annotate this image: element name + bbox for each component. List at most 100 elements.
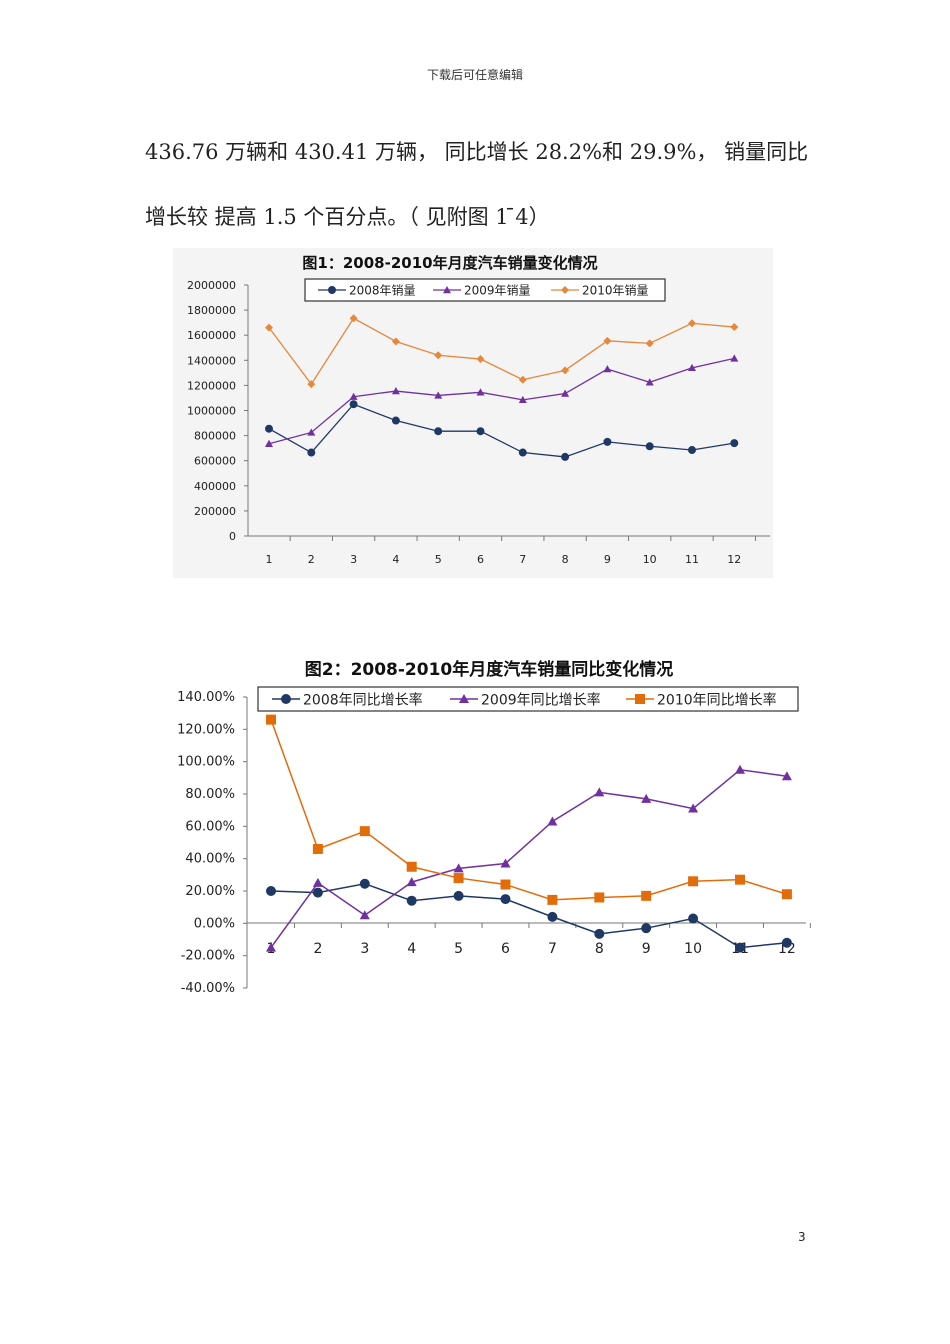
marker-square <box>312 843 323 854</box>
series-2009年同比增长率 <box>266 764 792 952</box>
x-tick-label: 3 <box>350 553 357 566</box>
legend: 2008年销量 2009年销量 2010年销量 <box>304 278 666 302</box>
marker-triangle <box>312 877 323 887</box>
marker-triangle <box>453 863 464 873</box>
series-line <box>270 768 788 949</box>
y-tick-label: 40.00% <box>185 852 235 867</box>
x-tick-label: 4 <box>407 941 416 957</box>
x-tick-label: 2 <box>308 553 315 566</box>
marker-diamond <box>730 323 739 332</box>
chart-1: 图1：2008-2010年月度汽车销量变化情况 0 200000 400000 6000… <box>173 248 773 578</box>
marker-circle <box>547 911 558 922</box>
x-tick-label: 10 <box>684 941 702 957</box>
marker-square <box>500 879 511 890</box>
y-tick-label: 1600000 <box>187 329 236 342</box>
marker-triangle <box>645 378 654 386</box>
y-tick-label: 120.00% <box>177 722 235 737</box>
marker-diamond <box>391 337 400 346</box>
chart-background <box>173 248 773 578</box>
marker-circle <box>406 895 417 906</box>
y-tick-label: 1400000 <box>187 354 236 367</box>
y-tick-label: 2000000 <box>187 279 236 292</box>
legend-box <box>257 686 799 712</box>
y-tick-label: 1200000 <box>187 379 236 392</box>
series-2008年同比增长率 <box>266 878 792 953</box>
x-tick-label: 6 <box>477 553 484 566</box>
series-line <box>268 403 735 458</box>
marker-circle <box>266 886 276 896</box>
x-tick-label: 6 <box>501 941 510 957</box>
y-tick-label: 20.00% <box>185 884 235 899</box>
marker-triangle <box>500 858 511 868</box>
x-tick-label: 5 <box>454 941 463 957</box>
y-tick-label: 400000 <box>194 480 236 493</box>
marker-circle <box>312 887 323 898</box>
y-tick-label: -20.00% <box>181 949 235 964</box>
marker-triangle <box>641 793 652 803</box>
marker-diamond <box>603 336 612 345</box>
marker-triangle <box>476 388 485 396</box>
marker-triangle <box>266 942 276 952</box>
marker-triangle <box>781 771 792 781</box>
series-2010年销量 <box>265 314 739 389</box>
x-tick-label: 8 <box>562 553 569 566</box>
marker-square <box>359 826 370 837</box>
marker-triangle <box>443 286 451 294</box>
marker-triangle <box>688 363 696 372</box>
legend-label: 2009年销量 <box>464 284 531 298</box>
legend-label: 2010年销量 <box>582 284 649 298</box>
marker-triangle <box>518 395 527 404</box>
marker-circle <box>688 913 699 924</box>
body-line-1: 436.76 万辆和 430.41 万辆， 同比增长 28.2%和 29.9%，… <box>145 140 809 164</box>
marker-triangle <box>594 787 605 797</box>
marker-square <box>781 889 792 900</box>
chart-2: 图2：2008-2010年月度汽车销量同比变化情况 -40.00% -20.00% 0… <box>177 659 811 996</box>
marker-circle <box>453 890 464 901</box>
marker-square <box>688 876 699 887</box>
x-tick-label: 9 <box>604 553 611 566</box>
marker-triangle <box>688 803 699 813</box>
marker-triangle <box>359 910 370 920</box>
x-tick-label: 12 <box>778 941 796 957</box>
marker-circle <box>359 878 370 889</box>
y-tick-label: 600000 <box>194 455 236 468</box>
x-tick-label: 11 <box>685 553 699 566</box>
marker-square <box>641 890 652 901</box>
marker-circle <box>434 427 443 436</box>
x-tick-label: 7 <box>519 553 526 566</box>
marker-circle <box>594 928 605 939</box>
legend-box <box>304 278 666 302</box>
chart-title: 图1：2008-2010年月度汽车销量变化情况 <box>302 254 597 272</box>
series-2008年销量 <box>265 400 739 461</box>
marker-square <box>594 892 605 903</box>
x-tick-label: 7 <box>548 941 557 957</box>
marker-square <box>453 873 464 884</box>
marker-circle <box>735 942 745 953</box>
marker-triangle <box>406 877 417 887</box>
x-tick-label: 10 <box>643 553 657 566</box>
x-tick-label: 8 <box>595 941 604 957</box>
marker-triangle <box>349 392 358 400</box>
marker-circle <box>349 400 358 409</box>
legend-label: 2009年同比增长率 <box>481 692 601 709</box>
page-header: 下载后可任意编辑 <box>426 68 523 82</box>
marker-triangle <box>459 694 469 703</box>
marker-triangle <box>434 391 443 399</box>
marker-circle <box>518 448 527 457</box>
marker-circle <box>688 446 696 455</box>
y-tick-label: 140.00% <box>177 690 235 705</box>
marker-diamond <box>265 323 273 332</box>
series-2010年同比增长率 <box>266 714 792 905</box>
marker-square <box>735 874 745 885</box>
marker-diamond <box>349 314 358 323</box>
marker-triangle <box>391 387 400 395</box>
y-tick-label: 200000 <box>194 505 236 518</box>
y-tick-label: 800000 <box>194 430 236 443</box>
y-tick-label: 80.00% <box>185 787 235 802</box>
page-number: 3 <box>798 1230 806 1244</box>
marker-circle <box>730 439 739 448</box>
y-tick-label: 1800000 <box>187 304 236 317</box>
marker-circle <box>328 286 336 294</box>
x-tick-label: 12 <box>727 553 741 566</box>
